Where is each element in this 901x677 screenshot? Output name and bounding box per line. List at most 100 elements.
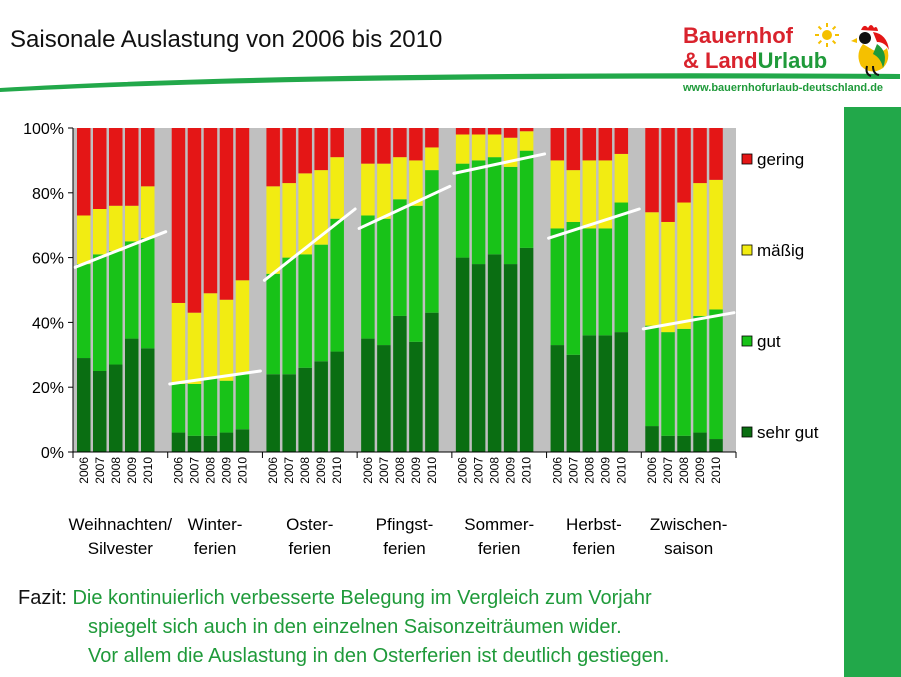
bar-segment-maessig xyxy=(693,183,707,316)
bar-segment-gut xyxy=(282,257,296,375)
bar-segment-gering xyxy=(677,128,691,203)
bar-segment-gut xyxy=(361,215,375,339)
trend-lines xyxy=(73,152,736,386)
trend-line xyxy=(73,230,168,269)
bar-segment-sehr-gut xyxy=(361,338,375,452)
trend-line xyxy=(357,184,452,230)
bar-segment-gering xyxy=(519,128,534,132)
x-tick-label-year: 2006 xyxy=(456,457,470,484)
bar-segment-sehr-gut xyxy=(171,432,186,452)
bar-segment-sehr-gut xyxy=(141,348,155,452)
bar-segment-sehr-gut xyxy=(219,432,234,452)
bar-segment-maessig xyxy=(677,202,691,329)
bar-segment-gut xyxy=(171,383,186,433)
bar-segment-sehr-gut xyxy=(409,341,423,452)
group-label: ferien xyxy=(478,539,521,558)
group-label: Silvester xyxy=(88,539,154,558)
x-tick-label-year: 2008 xyxy=(298,457,312,484)
bar-segment-gut xyxy=(203,377,218,436)
legend-label: gut xyxy=(757,332,781,351)
bar-segment-gering xyxy=(93,128,107,209)
header-swoosh xyxy=(0,73,900,92)
bar-segment-maessig xyxy=(709,179,723,310)
bar-segment-gering xyxy=(487,128,502,135)
bar-segment-gut xyxy=(125,241,139,339)
bar-segment-sehr-gut xyxy=(614,332,629,452)
bar-segment-gut xyxy=(709,309,723,440)
bar-segment-maessig xyxy=(471,134,486,161)
x-tick-label-year: 2006 xyxy=(645,457,659,484)
bar-segment-gering xyxy=(377,128,391,164)
x-tick-label-year: 2008 xyxy=(109,457,123,484)
y-tick-label: 100% xyxy=(23,121,64,138)
stacked-bar-chart: 2006 2007 2008 2009 2010Weihnachten/Silveste… xyxy=(23,121,819,558)
bar-segment-gut xyxy=(455,163,470,258)
bar-segment-sehr-gut xyxy=(93,371,107,452)
bar-segment-gering xyxy=(203,128,218,294)
bar-segment-sehr-gut xyxy=(582,335,597,452)
bar-segment-gut xyxy=(566,221,581,355)
bar-segment-maessig xyxy=(266,186,280,274)
bar-segment-maessig xyxy=(109,205,123,252)
bar-segment-gering xyxy=(330,128,344,158)
conclusion-line-1: Fazit: Die kontinuierlich verbesserte Be… xyxy=(18,584,669,613)
logo-wordmark-red: & Land xyxy=(683,48,758,73)
bar-segment-gering xyxy=(298,128,312,174)
group-label: Weihnachten/ xyxy=(69,515,173,534)
x-tick-label-year: 2008 xyxy=(203,457,217,484)
bar-segment-maessig xyxy=(235,280,250,375)
bar-segment-gut xyxy=(487,157,502,255)
bar-segment-gering xyxy=(219,128,234,300)
bar-segment-sehr-gut xyxy=(487,254,502,452)
bar-segment-maessig xyxy=(203,293,218,378)
logo-wordmark-line1: Bauernhof xyxy=(683,23,793,48)
bar-segment-maessig xyxy=(361,163,375,216)
bar-segment-gering xyxy=(266,128,280,187)
bar-segment-gut xyxy=(109,251,123,365)
x-tick-label-year: 2007 xyxy=(187,457,201,484)
group-label: ferien xyxy=(573,539,616,558)
group-label: Pfingst- xyxy=(376,515,434,534)
x-tick-label-year: 2009 xyxy=(598,457,612,484)
bar-segment-sehr-gut xyxy=(598,335,613,452)
bar-segment-sehr-gut xyxy=(503,264,518,452)
logo-wordmark-green: Urlaub xyxy=(757,48,828,73)
bar-segment-maessig xyxy=(377,163,391,219)
bar-segment-gut xyxy=(598,228,613,336)
bar-segment-maessig xyxy=(598,160,613,229)
bar-segment-gering xyxy=(709,128,723,180)
bar-segment-gering xyxy=(471,128,486,135)
bar-segment-sehr-gut xyxy=(330,351,344,452)
bar-segment-sehr-gut xyxy=(645,426,659,452)
bar-segment-gering xyxy=(614,128,629,154)
bar-segment-gut xyxy=(471,160,486,265)
bar-segment-sehr-gut xyxy=(314,361,328,452)
y-tick-label: 20% xyxy=(32,380,64,397)
x-tick-label-year: 2007 xyxy=(282,457,296,484)
bar-segment-gut xyxy=(219,380,234,433)
x-tick-label-year: 2007 xyxy=(472,457,486,484)
y-tick-label: 80% xyxy=(32,186,64,203)
y-tick-label: 40% xyxy=(32,315,64,332)
legend-swatch xyxy=(741,244,753,256)
bar-segment-gering xyxy=(455,128,470,135)
bar-segment-sehr-gut xyxy=(109,364,123,452)
bar-segment-gut xyxy=(187,383,202,436)
bar-segment-gut xyxy=(298,254,312,368)
legend-label: mäßig xyxy=(757,241,804,260)
bar-segment-maessig xyxy=(393,157,407,200)
x-tick-label-year: 2009 xyxy=(504,457,518,484)
group-label: Herbst- xyxy=(566,515,622,534)
bar-segment-gut xyxy=(677,328,691,436)
x-tick-label-year: 2006 xyxy=(550,457,564,484)
x-tick-label-year: 2007 xyxy=(377,457,391,484)
x-tick-label-year: 2009 xyxy=(409,457,423,484)
bar-segment-gering xyxy=(235,128,250,281)
bar-segment-gering xyxy=(409,128,423,161)
bar-segment-maessig xyxy=(455,134,470,164)
bars xyxy=(77,128,723,452)
bar-segment-gut xyxy=(614,202,629,333)
logo: Bauernhof & LandUrlaub www.bauernhofurla… xyxy=(683,22,893,100)
bar-segment-maessig xyxy=(487,134,502,158)
bar-segment-sehr-gut xyxy=(455,257,470,452)
